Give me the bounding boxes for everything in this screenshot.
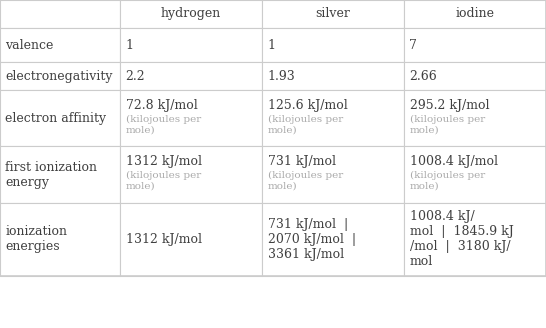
Bar [404,90,546,146]
Bar [120,28,262,62]
Text: (kilojoules per
mole): (kilojoules per mole) [126,171,201,191]
Bar [120,62,262,90]
Bar [404,146,546,203]
Text: (kilojoules per
mole): (kilojoules per mole) [410,171,485,191]
Text: (kilojoules per
mole): (kilojoules per mole) [268,171,343,191]
Text: 1: 1 [268,39,276,51]
Text: hydrogen: hydrogen [161,8,221,20]
Bar [120,203,262,276]
Text: 731 kJ/mol  |
2070 kJ/mol  |
3361 kJ/mol: 731 kJ/mol | 2070 kJ/mol | 3361 kJ/mol [268,218,355,261]
Bar [262,0,404,28]
Bar [120,0,262,28]
Bar [262,146,404,203]
Bar [0,0,546,276]
Bar [262,62,404,90]
Text: 2.66: 2.66 [410,70,437,83]
Text: 1: 1 [126,39,134,51]
Bar [262,28,404,62]
Bar [404,0,546,28]
Bar [120,90,262,146]
Bar [404,203,546,276]
Bar [0,0,120,28]
Bar [404,62,546,90]
Bar [120,146,262,203]
Bar [404,28,546,62]
Text: (kilojoules per
mole): (kilojoules per mole) [410,114,485,134]
Text: 7: 7 [410,39,417,51]
Text: electronegativity: electronegativity [5,70,113,83]
Bar [0,62,120,90]
Text: 295.2 kJ/mol: 295.2 kJ/mol [410,99,489,112]
Text: 1.93: 1.93 [268,70,295,83]
Bar [0,28,120,62]
Text: first ionization
energy: first ionization energy [5,161,97,189]
Text: 2.2: 2.2 [126,70,145,83]
Text: iodine: iodine [455,8,495,20]
Text: (kilojoules per
mole): (kilojoules per mole) [126,114,201,134]
Text: 1008.4 kJ/
mol  |  1845.9 kJ
/mol  |  3180 kJ/
mol: 1008.4 kJ/ mol | 1845.9 kJ /mol | 3180 k… [410,211,513,268]
Text: electron affinity: electron affinity [5,112,106,125]
Bar [0,90,120,146]
Bar [262,90,404,146]
Text: 1312 kJ/mol: 1312 kJ/mol [126,233,201,246]
Text: ionization
energies: ionization energies [5,225,68,254]
Bar [0,203,120,276]
Bar [0,146,120,203]
Text: 72.8 kJ/mol: 72.8 kJ/mol [126,99,197,112]
Text: (kilojoules per
mole): (kilojoules per mole) [268,114,343,134]
Text: 1008.4 kJ/mol: 1008.4 kJ/mol [410,155,497,168]
Bar [262,203,404,276]
Text: 731 kJ/mol: 731 kJ/mol [268,155,336,168]
Text: 125.6 kJ/mol: 125.6 kJ/mol [268,99,347,112]
Text: valence: valence [5,39,54,51]
Text: silver: silver [316,8,351,20]
Text: 1312 kJ/mol: 1312 kJ/mol [126,155,201,168]
